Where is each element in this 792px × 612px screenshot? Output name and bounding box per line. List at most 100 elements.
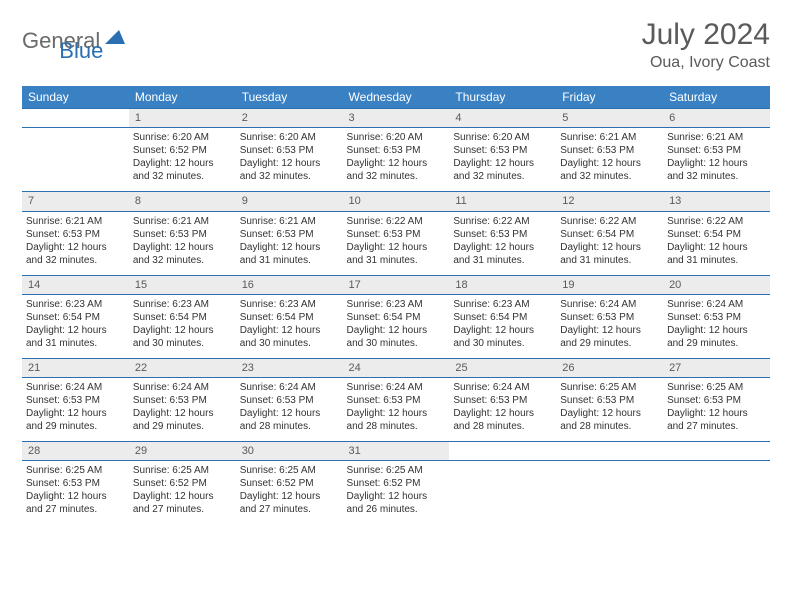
sunrise-line: Sunrise: 6:21 AM <box>560 131 659 144</box>
d2-line: and 32 minutes. <box>453 170 552 183</box>
day-number: 7 <box>22 192 129 211</box>
daynum-row: 14151617181920 <box>22 275 770 294</box>
day-number: 12 <box>556 192 663 211</box>
weekday-saturday: Saturday <box>663 86 770 109</box>
day-number: 8 <box>129 192 236 211</box>
day-number: 10 <box>343 192 450 211</box>
d2-line: and 29 minutes. <box>667 337 766 350</box>
sunrise-line: Sunrise: 6:20 AM <box>347 131 446 144</box>
daynum-row: 78910111213 <box>22 192 770 211</box>
day-cell: Sunrise: 6:21 AMSunset: 6:53 PMDaylight:… <box>22 211 129 275</box>
day-number: 9 <box>236 192 343 211</box>
d1-line: Daylight: 12 hours <box>240 490 339 503</box>
day-cell: Sunrise: 6:22 AMSunset: 6:54 PMDaylight:… <box>663 211 770 275</box>
sunrise-line: Sunrise: 6:23 AM <box>347 298 446 311</box>
location-label: Oua, Ivory Coast <box>642 54 770 72</box>
day-number: 29 <box>129 442 236 461</box>
sunrise-line: Sunrise: 6:23 AM <box>240 298 339 311</box>
sunrise-line: Sunrise: 6:24 AM <box>453 381 552 394</box>
sunset-line: Sunset: 6:53 PM <box>26 477 125 490</box>
sunset-line: Sunset: 6:54 PM <box>347 311 446 324</box>
d1-line: Daylight: 12 hours <box>347 157 446 170</box>
day-cell: Sunrise: 6:24 AMSunset: 6:53 PMDaylight:… <box>129 378 236 442</box>
day-cell: Sunrise: 6:21 AMSunset: 6:53 PMDaylight:… <box>663 128 770 192</box>
d2-line: and 32 minutes. <box>240 170 339 183</box>
week-row: Sunrise: 6:20 AMSunset: 6:52 PMDaylight:… <box>22 128 770 192</box>
day-number: 6 <box>663 109 770 128</box>
day-number: 28 <box>22 442 129 461</box>
d2-line: and 28 minutes. <box>347 420 446 433</box>
sunset-line: Sunset: 6:53 PM <box>560 311 659 324</box>
day-cell <box>449 461 556 525</box>
day-cell: Sunrise: 6:22 AMSunset: 6:53 PMDaylight:… <box>449 211 556 275</box>
sunrise-line: Sunrise: 6:23 AM <box>26 298 125 311</box>
d1-line: Daylight: 12 hours <box>133 241 232 254</box>
day-number: 5 <box>556 109 663 128</box>
sunset-line: Sunset: 6:53 PM <box>240 228 339 241</box>
sunset-line: Sunset: 6:53 PM <box>667 311 766 324</box>
day-cell: Sunrise: 6:24 AMSunset: 6:53 PMDaylight:… <box>449 378 556 442</box>
d1-line: Daylight: 12 hours <box>560 324 659 337</box>
d2-line: and 27 minutes. <box>240 503 339 516</box>
sunset-line: Sunset: 6:53 PM <box>26 228 125 241</box>
d2-line: and 27 minutes. <box>133 503 232 516</box>
sunrise-line: Sunrise: 6:21 AM <box>26 215 125 228</box>
d2-line: and 31 minutes. <box>347 254 446 267</box>
d1-line: Daylight: 12 hours <box>133 407 232 420</box>
d1-line: Daylight: 12 hours <box>347 490 446 503</box>
logo-triangle-icon <box>105 30 125 49</box>
sunset-line: Sunset: 6:53 PM <box>26 394 125 407</box>
d2-line: and 32 minutes. <box>133 170 232 183</box>
d2-line: and 26 minutes. <box>347 503 446 516</box>
day-number <box>449 442 556 461</box>
day-cell: Sunrise: 6:25 AMSunset: 6:53 PMDaylight:… <box>22 461 129 525</box>
day-cell: Sunrise: 6:23 AMSunset: 6:54 PMDaylight:… <box>343 294 450 358</box>
sunset-line: Sunset: 6:53 PM <box>240 144 339 157</box>
d1-line: Daylight: 12 hours <box>26 490 125 503</box>
weekday-header-row: Sunday Monday Tuesday Wednesday Thursday… <box>22 86 770 109</box>
page-header: General Blue July 2024 Oua, Ivory Coast <box>22 18 770 72</box>
sunrise-line: Sunrise: 6:21 AM <box>133 215 232 228</box>
daynum-row: 28293031 <box>22 442 770 461</box>
day-cell <box>663 461 770 525</box>
sunrise-line: Sunrise: 6:20 AM <box>453 131 552 144</box>
day-cell: Sunrise: 6:25 AMSunset: 6:52 PMDaylight:… <box>343 461 450 525</box>
d1-line: Daylight: 12 hours <box>453 324 552 337</box>
sunset-line: Sunset: 6:52 PM <box>240 477 339 490</box>
d1-line: Daylight: 12 hours <box>560 241 659 254</box>
day-number: 23 <box>236 358 343 377</box>
day-cell: Sunrise: 6:24 AMSunset: 6:53 PMDaylight:… <box>556 294 663 358</box>
weekday-tuesday: Tuesday <box>236 86 343 109</box>
day-number: 2 <box>236 109 343 128</box>
day-cell: Sunrise: 6:24 AMSunset: 6:53 PMDaylight:… <box>343 378 450 442</box>
sunset-line: Sunset: 6:53 PM <box>667 144 766 157</box>
day-number: 27 <box>663 358 770 377</box>
d1-line: Daylight: 12 hours <box>133 157 232 170</box>
sunset-line: Sunset: 6:52 PM <box>347 477 446 490</box>
sunset-line: Sunset: 6:54 PM <box>667 228 766 241</box>
d1-line: Daylight: 12 hours <box>133 490 232 503</box>
sunrise-line: Sunrise: 6:24 AM <box>240 381 339 394</box>
d2-line: and 32 minutes. <box>133 254 232 267</box>
d1-line: Daylight: 12 hours <box>26 407 125 420</box>
d1-line: Daylight: 12 hours <box>240 241 339 254</box>
sunset-line: Sunset: 6:53 PM <box>240 394 339 407</box>
d2-line: and 32 minutes. <box>26 254 125 267</box>
sunset-line: Sunset: 6:53 PM <box>133 394 232 407</box>
d2-line: and 32 minutes. <box>560 170 659 183</box>
d2-line: and 29 minutes. <box>26 420 125 433</box>
day-cell: Sunrise: 6:25 AMSunset: 6:53 PMDaylight:… <box>663 378 770 442</box>
day-cell <box>556 461 663 525</box>
day-number: 21 <box>22 358 129 377</box>
day-number <box>22 109 129 128</box>
d1-line: Daylight: 12 hours <box>560 157 659 170</box>
day-number: 16 <box>236 275 343 294</box>
d2-line: and 29 minutes. <box>133 420 232 433</box>
calendar-table: Sunday Monday Tuesday Wednesday Thursday… <box>22 86 770 524</box>
day-number <box>556 442 663 461</box>
sunset-line: Sunset: 6:53 PM <box>347 144 446 157</box>
d2-line: and 29 minutes. <box>560 337 659 350</box>
logo-text-blue: Blue <box>59 38 103 64</box>
d1-line: Daylight: 12 hours <box>240 407 339 420</box>
day-cell: Sunrise: 6:21 AMSunset: 6:53 PMDaylight:… <box>129 211 236 275</box>
